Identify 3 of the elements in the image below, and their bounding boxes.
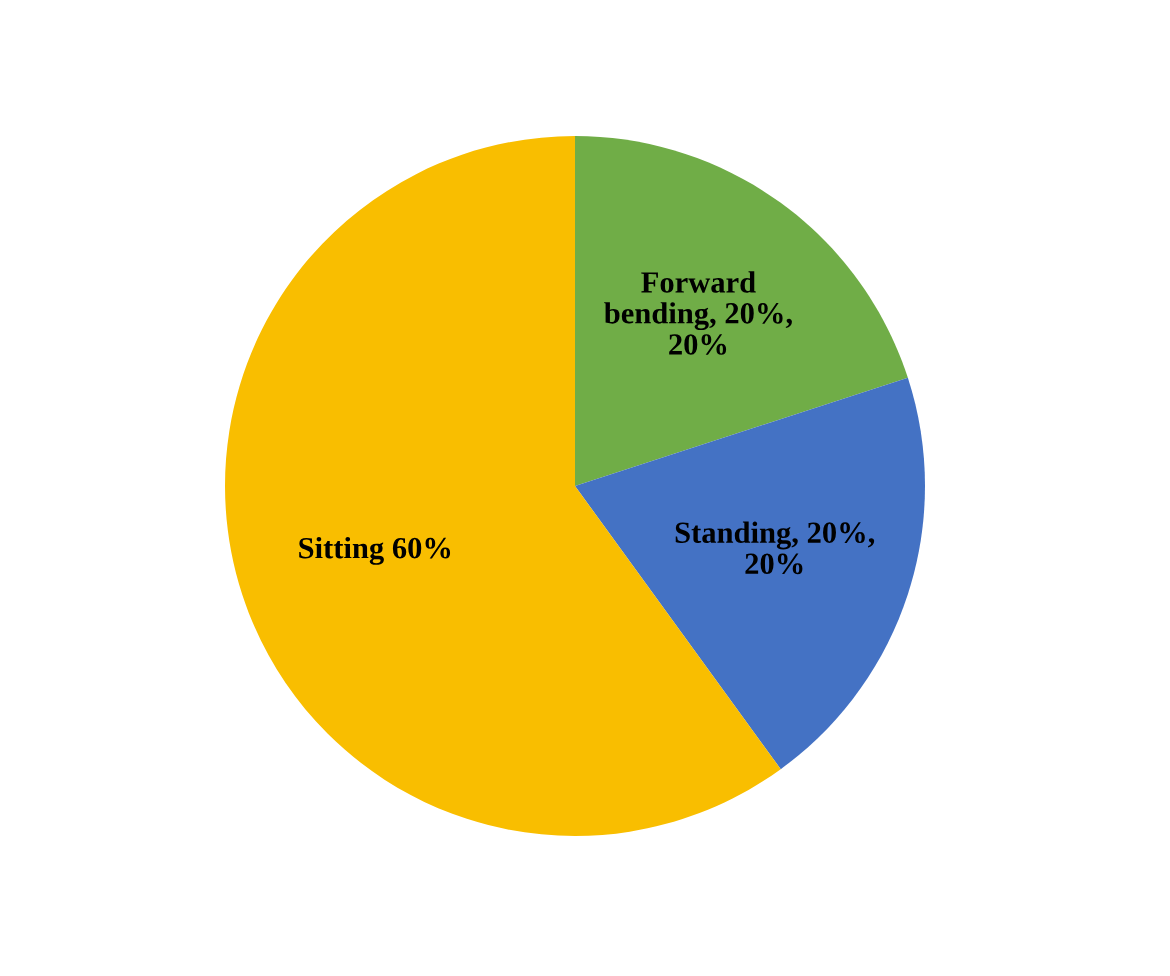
slice-label: Sitting 60% [299, 536, 451, 565]
slice-label: Forward bending, 20%, 20% [604, 271, 792, 355]
slice-label: Standing, 20%, 20% [675, 521, 875, 575]
